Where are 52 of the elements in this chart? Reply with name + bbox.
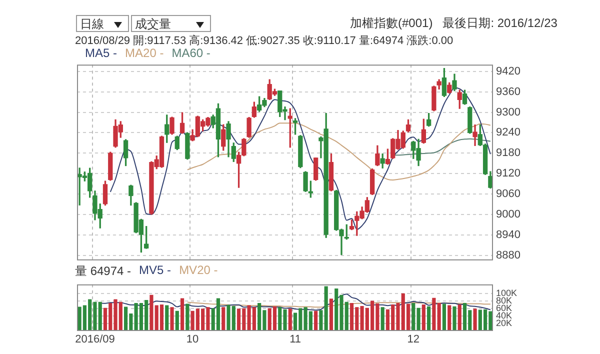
dropdown: 成交量 — [131, 15, 211, 32]
y-tick-label: 9300 — [496, 106, 520, 118]
bar — [452, 306, 456, 331]
bar — [432, 298, 436, 331]
line-series — [100, 294, 491, 311]
bar — [324, 286, 328, 331]
y-tick-label: 9000 — [496, 208, 520, 220]
y-tick-label: 9180 — [496, 147, 520, 160]
bar — [458, 304, 462, 331]
chart-title: 加權指數(#001) — [350, 16, 433, 30]
y-tick-label: 9060 — [496, 188, 520, 200]
y-tick-label: 9120 — [496, 168, 520, 180]
y-tick-label: 60K — [496, 303, 512, 314]
text: MA60 - — [172, 46, 210, 60]
y-tick-label: 9240 — [496, 126, 520, 139]
y-tick-label: 100K — [496, 288, 518, 298]
text: MV5 - — [139, 263, 172, 279]
y-tick-label: 8940 — [496, 228, 520, 241]
x-tick-label: 10 — [186, 334, 199, 346]
x-tick-label: 2016/09 — [75, 334, 115, 346]
bar — [442, 304, 446, 331]
bar — [170, 307, 174, 331]
bar — [448, 305, 452, 331]
x-tick-label: 11 — [290, 334, 301, 346]
bar — [422, 304, 426, 331]
text: 量 64974 - — [75, 263, 132, 280]
bar — [180, 298, 184, 331]
bar — [314, 310, 318, 331]
bar — [473, 308, 477, 331]
y-tick-label: 9420 — [496, 65, 520, 78]
text: 2016/08/29 開:9117.53 高:9136.42 低:9027.35 收:9110.17 量:64974 漲跌:0.00 — [75, 34, 454, 48]
bar — [222, 307, 226, 331]
bar — [186, 304, 190, 331]
bar — [288, 308, 292, 331]
x-tick-label: 12 — [407, 334, 420, 346]
bar — [427, 306, 431, 331]
bar — [437, 303, 441, 331]
text: MA20 - — [125, 46, 164, 60]
dropdown: 日線 — [76, 15, 129, 32]
bar — [319, 310, 323, 331]
bar — [165, 305, 169, 331]
y-tick-label: 8880 — [496, 249, 520, 262]
chart-subtitle: 最後日期: 2016/12/23 — [442, 16, 558, 30]
text: MV20 - — [179, 263, 218, 279]
bar — [329, 298, 334, 331]
y-tick-label: 80K — [496, 296, 512, 306]
y-tick-label: 40K — [496, 310, 512, 321]
bar — [380, 307, 384, 331]
y-tick-label: 20K — [496, 318, 512, 328]
bar — [175, 310, 179, 331]
text: MA5 - — [85, 46, 118, 60]
y-tick-label: 9360 — [496, 86, 520, 98]
